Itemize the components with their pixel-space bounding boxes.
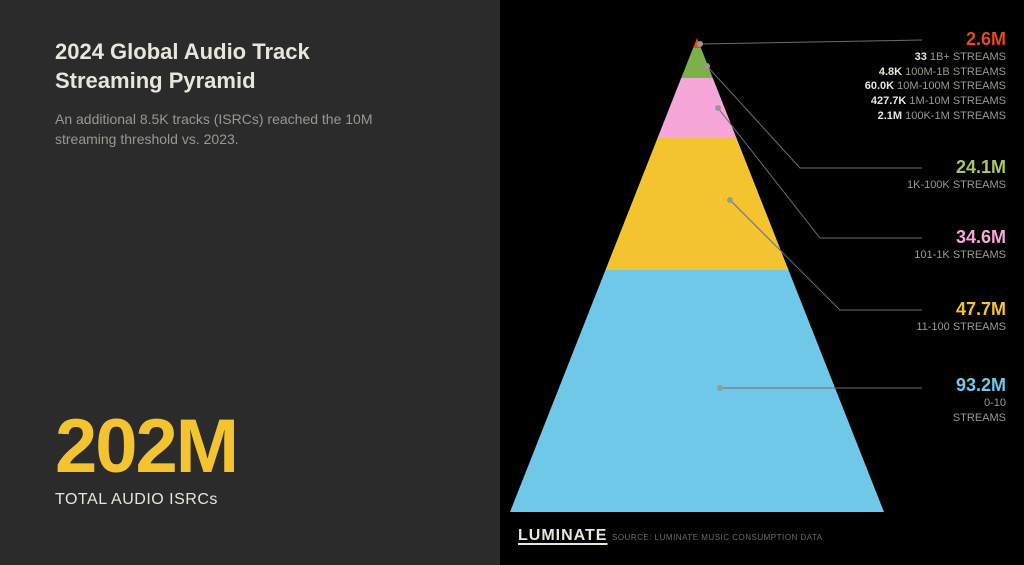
leader-dot-blue [717, 385, 723, 391]
callout-green-value: 24.1M [907, 158, 1006, 178]
callout-yellow-desc: 11-100 STREAMS [916, 320, 1006, 335]
callout-top: 2.6M 33 1B+ STREAMS 4.8K 100M-1B STREAMS… [865, 30, 1006, 124]
callout-pink-value: 34.6M [914, 228, 1006, 248]
callout-blue-value: 93.2M [953, 376, 1006, 396]
total-isrcs-value: 202M [55, 413, 237, 481]
callout-top-row: 33 1B+ STREAMS [865, 50, 1006, 65]
leader-dot-pink [715, 105, 721, 111]
total-isrcs-label: TOTAL AUDIO ISRCs [55, 491, 237, 509]
callout-yellow-value: 47.7M [916, 300, 1006, 320]
pyramid-segment-blue [510, 270, 884, 512]
source-text: SOURCE: LUMINATE MUSIC CONSUMPTION DATA [612, 533, 823, 542]
callout-blue-desc: 0-10 STREAMS [953, 396, 1006, 426]
callout-top-value: 2.6M [865, 30, 1006, 50]
right-panel: 2.6M 33 1B+ STREAMS 4.8K 100M-1B STREAMS… [500, 0, 1024, 565]
left-panel: 2024 Global Audio Track Streaming Pyrami… [0, 0, 500, 565]
brand-logo: LUMINATE [518, 527, 607, 545]
pyramid-segment-green [681, 48, 713, 78]
callout-green: 24.1M 1K-100K STREAMS [907, 158, 1006, 193]
page-title: 2024 Global Audio Track Streaming Pyrami… [55, 38, 395, 95]
callout-pink-desc: 101-1K STREAMS [914, 248, 1006, 263]
callout-green-desc: 1K-100K STREAMS [907, 178, 1006, 193]
page-subtitle: An additional 8.5K tracks (ISRCs) reache… [55, 109, 425, 150]
pyramid-segment-yellow [605, 138, 788, 270]
leader-dot-top [697, 41, 703, 47]
pyramid-segment-pink [658, 78, 737, 138]
callout-top-row: 60.0K 10M-100M STREAMS [865, 79, 1006, 94]
leader-dot-green [704, 63, 710, 69]
callout-top-row: 4.8K 100M-1B STREAMS [865, 65, 1006, 80]
callout-blue: 93.2M 0-10 STREAMS [953, 376, 1006, 425]
callout-yellow: 47.7M 11-100 STREAMS [916, 300, 1006, 335]
total-isrcs: 202M TOTAL AUDIO ISRCs [55, 413, 237, 509]
callout-top-row: 2.1M 100K-1M STREAMS [865, 109, 1006, 124]
callout-pink: 34.6M 101-1K STREAMS [914, 228, 1006, 263]
callout-top-row: 427.7K 1M-10M STREAMS [865, 94, 1006, 109]
leader-dot-yellow [727, 197, 733, 203]
